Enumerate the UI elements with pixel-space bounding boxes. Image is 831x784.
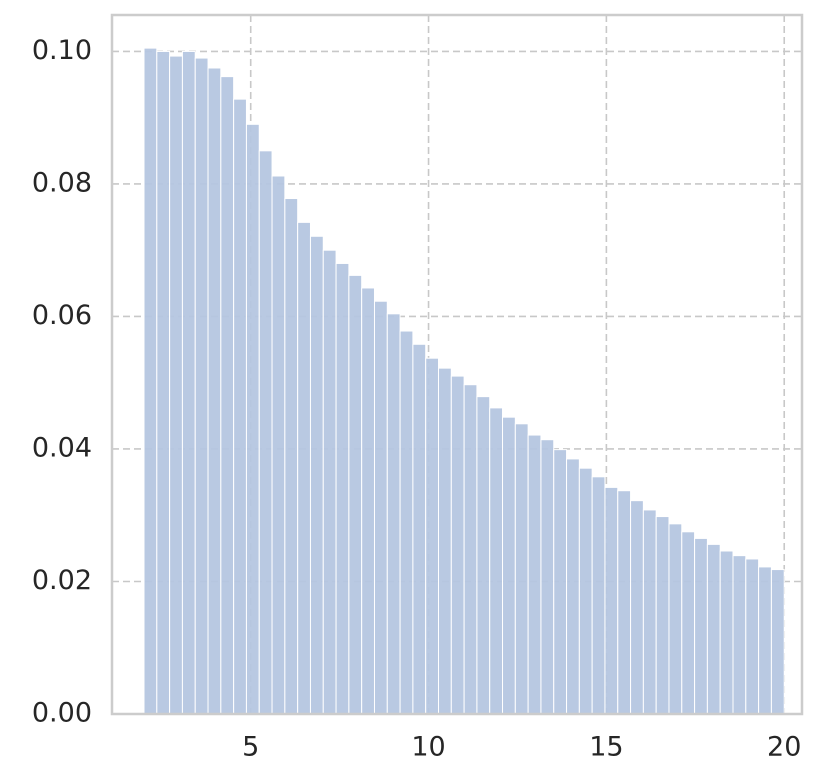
bar xyxy=(668,523,683,715)
bar xyxy=(156,50,171,715)
bar xyxy=(450,375,465,715)
y-tick-label: 0.08 xyxy=(32,167,92,198)
bar xyxy=(694,537,708,715)
bar xyxy=(770,569,785,715)
bar xyxy=(745,558,760,715)
x-tick-label: 10 xyxy=(411,732,445,763)
bar xyxy=(553,449,568,715)
bar xyxy=(604,486,619,715)
bar xyxy=(143,47,158,715)
bar xyxy=(412,343,427,715)
bar xyxy=(706,543,721,715)
bar xyxy=(309,235,324,715)
bar xyxy=(297,221,311,715)
bar xyxy=(502,416,516,715)
bar xyxy=(681,531,696,715)
plot-frame xyxy=(110,13,804,716)
bar xyxy=(335,262,350,715)
bar xyxy=(540,439,555,715)
bar xyxy=(322,249,337,715)
bar xyxy=(361,287,375,715)
bar xyxy=(617,490,632,715)
bar xyxy=(655,516,670,715)
bar xyxy=(476,396,491,715)
bar xyxy=(169,55,183,715)
bar xyxy=(348,274,363,715)
bar xyxy=(489,407,504,715)
bar xyxy=(284,198,299,715)
y-tick-label: 0.10 xyxy=(32,35,92,66)
bar xyxy=(386,313,401,715)
bar xyxy=(591,476,606,715)
bar xyxy=(719,550,734,715)
bar xyxy=(578,467,593,715)
bar xyxy=(271,175,286,715)
bar xyxy=(373,300,388,715)
bar xyxy=(425,357,440,715)
bar xyxy=(758,566,772,715)
bar xyxy=(194,57,209,715)
bar xyxy=(233,98,247,715)
bar xyxy=(514,423,529,715)
x-tick-label: 15 xyxy=(589,732,623,763)
bar xyxy=(630,500,644,715)
y-tick-label: 0.02 xyxy=(32,565,92,596)
bar xyxy=(527,434,542,715)
y-tick-label: 0.00 xyxy=(32,698,92,729)
bar xyxy=(399,330,414,715)
bar xyxy=(732,555,747,715)
bar xyxy=(566,458,580,715)
bar xyxy=(207,67,222,715)
bar xyxy=(258,150,273,715)
x-tick-label: 5 xyxy=(242,732,259,763)
bar xyxy=(463,384,478,715)
bar xyxy=(642,509,657,715)
bar xyxy=(245,123,260,715)
bar xyxy=(181,50,196,715)
y-tick-label: 0.06 xyxy=(32,300,92,331)
bar xyxy=(220,76,235,715)
bar xyxy=(438,367,452,715)
x-tick-label: 20 xyxy=(767,732,801,763)
y-tick-label: 0.04 xyxy=(32,432,92,463)
